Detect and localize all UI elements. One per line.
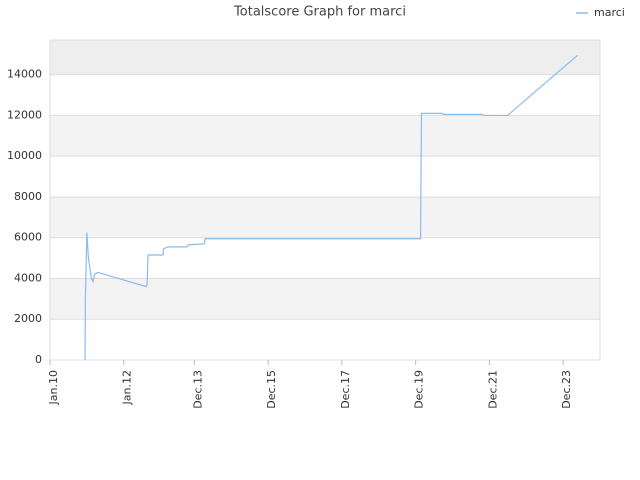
legend-label: marci: [594, 6, 625, 19]
grid-band: [50, 115, 600, 157]
y-tick-label: 14000: [7, 68, 42, 81]
grid-band: [50, 196, 600, 238]
x-tick-label: Dec.21: [486, 370, 499, 409]
grid-band: [50, 278, 600, 320]
grid-band: [50, 40, 600, 75]
x-tick-label: Dec.15: [265, 370, 278, 409]
y-tick-label: 0: [35, 353, 42, 366]
x-tick-label: Dec.19: [413, 370, 426, 409]
y-tick-label: 6000: [14, 231, 42, 244]
grid-band: [50, 74, 600, 116]
y-tick-label: 8000: [14, 190, 42, 203]
chart-title: Totalscore Graph for marci: [233, 5, 406, 20]
x-tick-label: Dec.17: [339, 370, 352, 409]
x-tick-label: Dec.23: [560, 370, 573, 409]
grid-band: [50, 237, 600, 279]
y-tick-label: 4000: [14, 271, 42, 284]
y-tick-label: 12000: [7, 108, 42, 121]
x-tick-label: Dec.13: [191, 370, 204, 409]
grid-band: [50, 319, 600, 360]
grid-band: [50, 156, 600, 197]
x-tick-label: Jan.10: [47, 370, 60, 405]
series-line: [84, 54, 578, 361]
y-tick-label: 10000: [7, 149, 42, 162]
y-tick-label: 2000: [14, 312, 42, 325]
plot-border: [49, 39, 601, 361]
x-tick-label: Jan.12: [121, 370, 134, 405]
